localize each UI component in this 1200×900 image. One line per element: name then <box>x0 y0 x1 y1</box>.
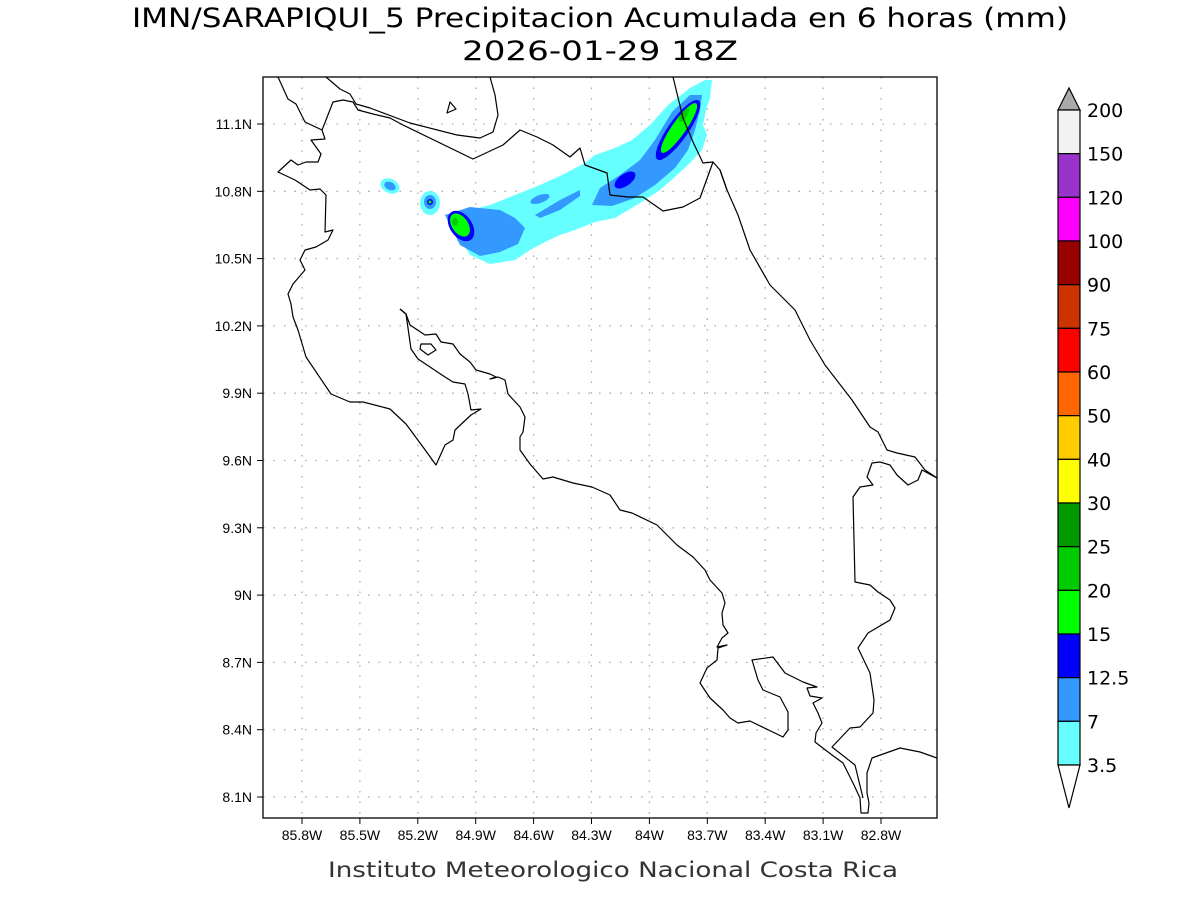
lon-tick-label: 84W <box>635 827 665 843</box>
lat-tick-label: 9.6N <box>222 453 252 469</box>
border-nicaragua-costa-rica <box>321 99 728 212</box>
coastline-gulf-of-nicoya <box>399 308 937 814</box>
map-title: IMN/SARAPIQUI_5 Precipitacion Acumulada … <box>132 3 1068 34</box>
precip-contour-12.5 <box>614 171 636 189</box>
colorbar-swatch <box>1057 415 1081 460</box>
colorbar-swatch <box>1057 240 1081 286</box>
footer-credit: Instituto Meteorologico Nacional Costa R… <box>328 858 898 882</box>
colorbar-level-label: 100 <box>1087 231 1123 253</box>
lon-tick-label: 83.4W <box>745 827 786 843</box>
lat-tick-label: 8.1N <box>222 789 252 805</box>
map-frame <box>262 76 938 819</box>
longitude-axis-labels: 85.8W 85.5W 85.2W 84.9W 84.6W 84.3W 84W 83.7W 83… <box>282 818 902 843</box>
colorbar-level-label: 12.5 <box>1087 668 1129 690</box>
border-costa-rica-panama <box>831 461 937 799</box>
colorbar-swatch <box>1057 327 1081 373</box>
coastline-pacific-nicoya <box>277 77 482 466</box>
map-subtitle-date: 2026-01-29 18Z <box>462 36 738 67</box>
colorbar-swatch <box>1057 458 1081 504</box>
lat-tick-label: 9N <box>234 587 252 603</box>
colorbar-level-label: 3.5 <box>1087 755 1117 777</box>
colorbar-level-label: 15 <box>1087 624 1111 646</box>
lake-nicaragua-shore <box>325 77 499 139</box>
lat-tick-label: 9.9N <box>222 385 252 401</box>
colorbar-swatch <box>1057 196 1081 242</box>
latitude-axis-labels: 11.1N 10.8N 10.5N 10.2N 9.9N 9.6N 9.3N 9N 8.7N 8.… <box>215 116 263 805</box>
colorbar-level-label: 90 <box>1087 275 1111 297</box>
lon-tick-label: 85.2W <box>398 827 439 843</box>
lon-tick-label: 83.7W <box>687 827 728 843</box>
lat-tick-label: 10.8N <box>215 183 252 199</box>
lon-tick-label: 84.6W <box>513 827 554 843</box>
map-panel: 85.8W 85.5W 85.2W 84.9W 84.6W 84.3W 84W 83.7W 83… <box>215 76 938 843</box>
precip-contour-15 <box>428 200 432 204</box>
colorbar-swatch <box>1057 284 1081 329</box>
colorbar-level-label: 30 <box>1087 493 1111 515</box>
colorbar-swatch <box>1057 589 1081 635</box>
colorbar-under-triangle <box>1057 764 1081 809</box>
precipitation-field <box>380 80 712 264</box>
colorbar-level-label: 50 <box>1087 406 1111 428</box>
colorbar-legend: 200 150 120 100 90 75 60 50 40 30 25 20 15 12.5 7 3.5 <box>1057 86 1129 809</box>
precip-contour-7 <box>384 181 396 191</box>
colorbar-over-triangle <box>1057 86 1081 111</box>
island-chira <box>419 343 437 356</box>
precip-contour-3.5 <box>452 80 712 264</box>
lat-tick-label: 8.4N <box>222 722 252 738</box>
colorbar-level-label: 40 <box>1087 449 1111 471</box>
precip-contour-15 <box>660 103 698 153</box>
colorbar-level-label: 20 <box>1087 580 1111 602</box>
lat-tick-label: 8.7N <box>222 654 252 670</box>
colorbar-swatch <box>1057 153 1081 198</box>
colorbar-swatch <box>1057 633 1081 679</box>
lat-tick-label: 10.5N <box>215 251 252 267</box>
colorbar-level-label: 25 <box>1087 537 1111 559</box>
colorbar-level-label: 60 <box>1087 362 1111 384</box>
precip-contour-7 <box>535 190 580 218</box>
lon-tick-label: 84.9W <box>455 827 496 843</box>
precip-contour-7 <box>530 193 550 205</box>
island-ometepe <box>446 101 457 114</box>
precip-contour-20 <box>452 218 458 226</box>
colorbar-swatch <box>1057 720 1081 766</box>
coastlines-and-borders <box>277 77 937 814</box>
lon-tick-label: 83.1W <box>803 827 844 843</box>
lon-tick-label: 85.8W <box>282 827 323 843</box>
colorbar-swatch <box>1057 677 1081 722</box>
colorbar-level-label: 75 <box>1087 318 1111 340</box>
lon-tick-label: 85.5W <box>340 827 381 843</box>
lat-tick-label: 9.3N <box>222 520 252 536</box>
colorbar-swatch <box>1057 371 1081 417</box>
lat-tick-label: 10.2N <box>215 318 252 334</box>
coastline-caribbean <box>719 169 937 479</box>
colorbar-level-label: 7 <box>1087 711 1099 733</box>
colorbar-swatch <box>1057 546 1081 591</box>
colorbar-level-label: 150 <box>1087 144 1123 166</box>
colorbar-swatch <box>1057 109 1081 155</box>
lat-tick-label: 11.1N <box>216 116 252 132</box>
precip-contour-20 <box>678 108 690 122</box>
colorbar-swatch <box>1057 502 1081 548</box>
lon-tick-label: 82.8W <box>861 827 902 843</box>
coastline-caribbean-nicaragua <box>672 77 714 164</box>
lon-tick-label: 84.3W <box>571 827 612 843</box>
colorbar-level-label: 200 <box>1087 100 1123 122</box>
colorbar-level-label: 120 <box>1087 187 1123 209</box>
